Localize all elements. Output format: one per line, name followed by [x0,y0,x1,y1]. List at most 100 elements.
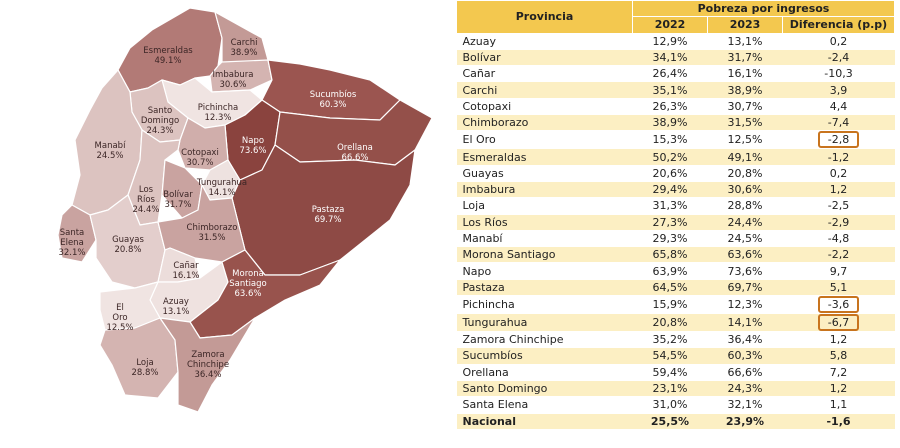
map-label-loja: Loja 28.8% [131,358,158,378]
cell-v2023: 12,5% [707,130,783,150]
table-row: Chimborazo 38,9% 31,5% -7,4 [456,114,895,132]
cell-v2022: 50,2% [632,148,708,166]
cell-v2022: 20,8% [632,313,708,333]
cell-provincia: Cañar [456,65,633,83]
cell-provincia: Bolívar [456,49,633,67]
map-label-pichincha: Pichincha 12.3% [198,103,238,123]
cell-v2023: 24,4% [707,214,783,231]
cell-v2023: 69,7% [707,279,783,297]
header-diferencia: Diferencia (p.p) [782,16,895,34]
cell-provincia: Morona Santiago [456,246,633,264]
cell-v2023: 36,4% [707,331,783,349]
cell-diff: 0,2 [782,165,895,182]
header-2023: 2023 [707,16,783,34]
cell-diff: -4,8 [782,230,895,248]
cell-diff: 5,8 [782,347,895,365]
table-row: Bolívar 34,1% 31,7% -2,4 [456,49,895,67]
table-row: Azuay 12,9% 13,1% 0,2 [456,33,895,50]
cell-v2023: 32,1% [707,396,783,414]
map-label-orellana: Orellana 66.6% [337,143,373,163]
map-label-los-rios: Los Ríos 24.4% [132,185,159,215]
cell-provincia: Pichincha [456,295,633,315]
cell-v2023: 30,6% [707,181,783,199]
cell-v2023: 38,9% [707,81,783,99]
table-row: Pichincha 15,9% 12,3% -3,6 [456,295,895,315]
table-row: Santo Domingo 23,1% 24,3% 1,2 [456,380,895,398]
table-row: Imbabura 29,4% 30,6% 1,2 [456,181,895,199]
cell-v2022: 23,1% [632,380,708,398]
cell-v2022: 35,1% [632,81,708,99]
table-row: Morona Santiago 65,8% 63,6% -2,2 [456,246,895,264]
cell-v2023: 49,1% [707,148,783,166]
cell-provincia: Imbabura [456,181,633,199]
map-label-sucumbios: Sucumbíos 60.3% [310,90,357,110]
cell-diff: 0,2 [782,33,895,50]
cell-provincia: Esmeraldas [456,148,633,166]
cell-provincia: Manabí [456,230,633,248]
header-pobreza: Pobreza por ingresos [632,0,895,18]
table-row: Cotopaxi 26,3% 30,7% 4,4 [456,98,895,116]
cell-diff: 7,2 [782,364,895,381]
cell-provincia: Pastaza [456,279,633,297]
table-row: Orellana 59,4% 66,6% 7,2 [456,364,895,381]
map-label-canar: Cañar 16.1% [172,261,199,281]
cell-diff: -2,5 [782,197,895,215]
cell-diff: 3,9 [782,81,895,99]
cell-diff: -3,6 [782,295,895,315]
table-row: Guayas 20,6% 20,8% 0,2 [456,165,895,182]
map-label-bolivar: Bolívar 31.7% [163,190,193,210]
cell-v2022: 25,5% [632,412,708,430]
cell-diff: -1,6 [782,412,895,430]
table-row: Sucumbíos 54,5% 60,3% 5,8 [456,347,895,365]
cell-provincia: Sucumbíos [456,347,633,365]
map-label-esmeraldas: Esmeraldas 49.1% [143,46,193,66]
table-body: Azuay 12,9% 13,1% 0,2 Bolívar 34,1% 31,7% -2,4 C… [456,33,895,430]
cell-v2023: 14,1% [707,313,783,333]
province-morona-santiago[interactable] [189,249,341,339]
table-row: Tungurahua 20,8% 14,1% -6,7 [456,313,895,333]
cell-v2022: 31,0% [632,396,708,414]
cell-diff: -7,4 [782,114,895,132]
table-row: Zamora Chinchipe 35,2% 36,4% 1,2 [456,331,895,349]
cell-v2022: 59,4% [632,364,708,381]
cell-v2023: 20,8% [707,165,783,182]
cell-provincia: Santo Domingo [456,380,633,398]
cell-provincia: Azuay [456,33,633,50]
cell-diff: 5,1 [782,279,895,297]
cell-provincia: El Oro [456,130,633,150]
cell-v2022: 15,9% [632,295,708,315]
cell-v2022: 35,2% [632,331,708,349]
province-map: Esmeraldas 49.1% Carchi 38.9% Imbabura 30.6… [57,7,433,413]
cell-v2023: 24,3% [707,380,783,398]
cell-v2023: 23,9% [707,412,783,430]
table-row: El Oro 15,3% 12,5% -2,8 [456,130,895,150]
map-label-cotopaxi: Cotopaxi 30.7% [181,148,219,168]
cell-diff: -2,9 [782,214,895,231]
cell-provincia: Orellana [456,364,633,381]
province-santa-elena[interactable] [57,204,97,263]
map-label-zamora-chinchipe: Zamora Chinchipe 36.4% [187,350,229,380]
table-row: Carchi 35,1% 38,9% 3,9 [456,81,895,99]
cell-v2022: 27,3% [632,214,708,231]
cell-provincia: Santa Elena [456,396,633,414]
map-label-imbabura: Imbabura 30.6% [213,70,254,90]
map-label-pastaza: Pastaza 69.7% [312,205,345,225]
table-row: Manabí 29,3% 24,5% -4,8 [456,230,895,248]
cell-diff: 9,7 [782,262,895,280]
cell-diff: -6,7 [782,313,895,333]
cell-provincia: Nacional [456,412,633,430]
cell-provincia: Zamora Chinchipe [456,331,633,349]
cell-v2022: 20,6% [632,165,708,182]
table-row: Pastaza 64,5% 69,7% 5,1 [456,279,895,297]
province-zamora-chinchipe[interactable] [159,317,256,413]
table-row: Cañar 26,4% 16,1% -10,3 [456,65,895,83]
cell-v2022: 29,4% [632,181,708,199]
map-label-morona-santiago: Morona Santiago 63.6% [229,269,267,299]
header-2022: 2022 [632,16,708,34]
highlighted-diff: -3,6 [817,296,860,313]
cell-v2023: 24,5% [707,230,783,248]
map-label-napo: Napo 73.6% [239,136,266,156]
map-label-el-oro: El Oro 12.5% [106,303,133,333]
table-row: Los Ríos 27,3% 24,4% -2,9 [456,214,895,231]
province-loja[interactable] [99,317,179,399]
